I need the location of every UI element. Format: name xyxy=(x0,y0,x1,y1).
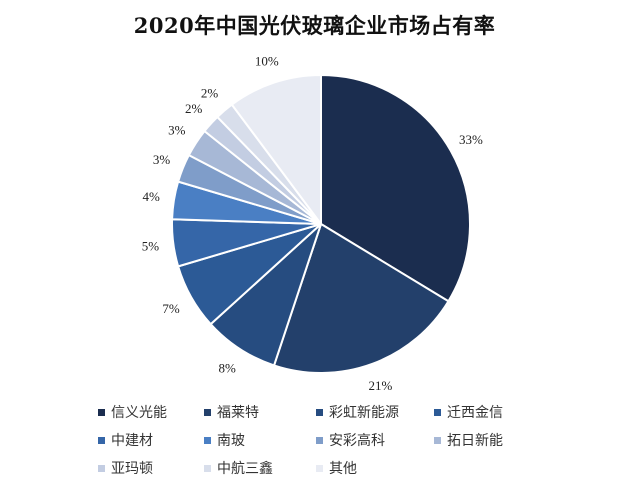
legend-item: 拓日新能 xyxy=(434,430,554,450)
legend-label: 信义光能 xyxy=(111,405,167,421)
legend-swatch xyxy=(98,436,105,444)
pie-slices xyxy=(171,74,472,374)
legend-swatch xyxy=(316,436,323,444)
legend-item: 福莱特 xyxy=(204,402,316,422)
pie-slice-2 xyxy=(273,223,450,374)
legend-label: 南玻 xyxy=(217,433,245,449)
legend-label: 福莱特 xyxy=(217,405,259,421)
legend-item: 安彩高科 xyxy=(316,430,434,450)
chart-title: 2020年中国光伏玻璃企业市场占有率 xyxy=(133,13,496,38)
legend-swatch xyxy=(316,408,323,416)
legend-item: 中建材 xyxy=(98,430,204,450)
legend-label: 亚玛顿 xyxy=(111,461,153,477)
chart-legend: 信义光能 福莱特 彩虹新能源 迁西金信中建材 南玻 安彩高科 拓日新能亚玛顿 中航三鑫 其他 xyxy=(98,402,568,478)
legend-label: 拓日新能 xyxy=(447,433,503,449)
pie-data-label: 3% xyxy=(168,123,186,138)
legend-swatch xyxy=(98,464,105,472)
pie-slice-1 xyxy=(320,74,472,303)
pie-slice-11 xyxy=(230,74,322,225)
pie-data-label: 3% xyxy=(153,152,171,167)
legend-label: 彩虹新能源 xyxy=(329,405,399,421)
pie-data-label: 2% xyxy=(201,86,219,101)
legend-item: 亚玛顿 xyxy=(98,458,204,478)
legend-swatch xyxy=(204,464,211,472)
legend-swatch xyxy=(98,408,105,416)
legend-label: 其他 xyxy=(329,461,357,477)
pie-data-label: 10% xyxy=(255,53,279,68)
pie-data-label: 8% xyxy=(219,361,237,376)
pie-data-label: 33% xyxy=(459,132,483,147)
legend-label: 安彩高科 xyxy=(329,433,385,449)
legend-item: 迁西金信 xyxy=(434,402,554,422)
pie-data-labels: 33% 21% 8% 7% 5% 4% 3% 3% 2%2% 10% xyxy=(142,53,483,393)
legend-label: 迁西金信 xyxy=(447,405,503,421)
legend-item: 其他 xyxy=(316,458,434,478)
legend-swatch xyxy=(316,464,323,472)
legend-swatch xyxy=(204,408,211,416)
pie-data-label: 4% xyxy=(143,189,161,204)
legend-item: 中航三鑫 xyxy=(204,458,316,478)
pie-data-label: 21% xyxy=(368,378,392,393)
legend-item: 南玻 xyxy=(204,430,316,450)
pie-data-label: 7% xyxy=(162,301,180,316)
legend-swatch xyxy=(204,436,211,444)
pie-data-label: 2% xyxy=(185,101,203,116)
pie-data-label: 5% xyxy=(142,239,160,254)
legend-item: 彩虹新能源 xyxy=(316,402,434,422)
legend-label: 中建材 xyxy=(111,433,153,449)
legend-label: 中航三鑫 xyxy=(217,461,273,477)
legend-item: 信义光能 xyxy=(98,402,204,422)
legend-swatch xyxy=(434,436,441,444)
legend-swatch xyxy=(434,408,441,416)
